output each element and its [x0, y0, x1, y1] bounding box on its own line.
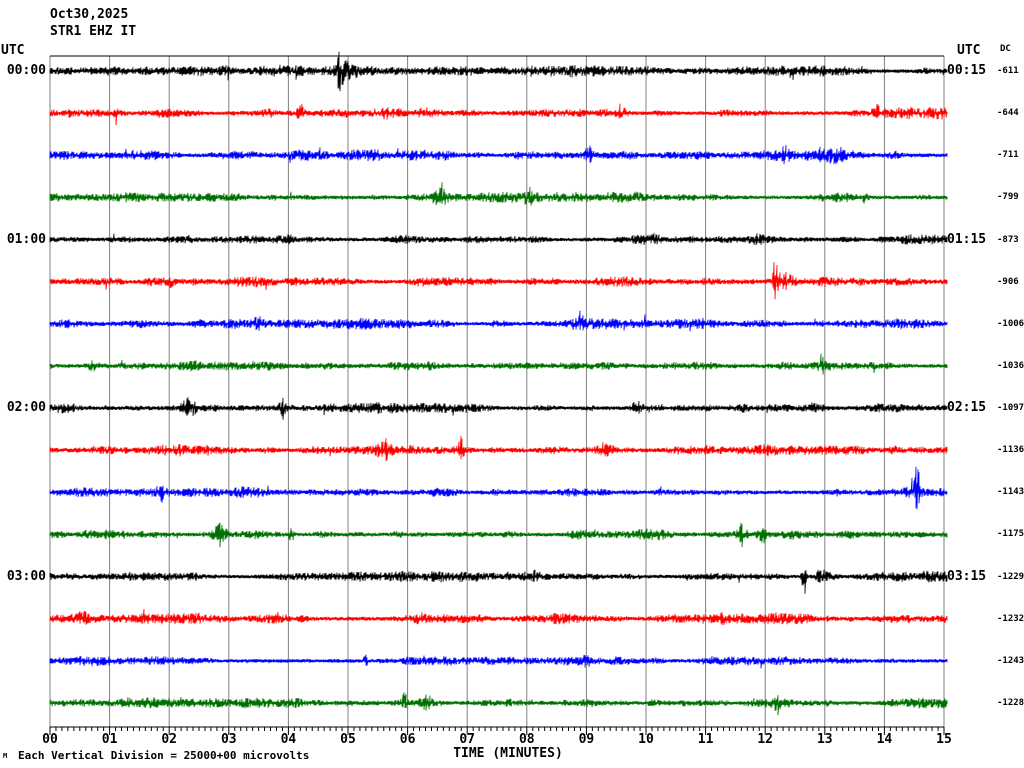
dc-value: -1232 — [997, 613, 1024, 624]
x-tick-label: 09 — [578, 732, 595, 747]
dc-value: -644 — [997, 108, 1019, 119]
hour-label-right: 03:15 — [947, 568, 987, 584]
seismogram-trace — [49, 145, 948, 165]
seismogram-trace — [49, 692, 948, 716]
x-tick-label: 01 — [101, 732, 118, 747]
seismogram-trace — [49, 569, 948, 594]
dc-value: -1229 — [997, 571, 1024, 582]
seismogram-trace — [49, 522, 948, 548]
hour-label-right: 01:15 — [947, 231, 987, 247]
seismogram-trace — [49, 435, 948, 462]
x-tick-label: 13 — [816, 732, 833, 747]
seismogram-trace — [49, 262, 948, 300]
seismogram-trace — [49, 654, 948, 669]
x-tick-label: 10 — [638, 732, 654, 747]
dc-header: DC — [1000, 44, 1011, 54]
scale-note: Each Vertical Division = 25000+00 microv… — [18, 749, 310, 762]
x-tick-label: 12 — [757, 732, 774, 747]
hour-label-left: 02:00 — [6, 400, 46, 416]
dc-value: -1036 — [997, 360, 1024, 371]
seismogram-trace — [49, 182, 948, 206]
dc-value: -1097 — [997, 403, 1024, 414]
seismogram-trace — [49, 310, 948, 332]
hour-label-left: 03:00 — [6, 568, 46, 584]
dc-value: -1136 — [997, 445, 1024, 456]
dc-value: -873 — [997, 234, 1019, 245]
dc-value: -799 — [997, 192, 1019, 203]
x-tick-label: 08 — [518, 732, 535, 747]
utc-left-header: UTC — [1, 43, 25, 58]
dc-value: -1228 — [997, 697, 1024, 708]
corner-mark: M — [3, 752, 8, 760]
x-tick-label: 07 — [459, 732, 476, 747]
time-axis-label: TIME (MINUTES) — [453, 746, 563, 761]
seismogram-trace — [49, 103, 948, 126]
hour-label-right: 00:15 — [947, 63, 987, 78]
dc-value: -1143 — [997, 487, 1024, 498]
dc-value: -611 — [997, 66, 1019, 76]
x-tick-label: 15 — [936, 732, 952, 747]
seismogram-trace — [49, 353, 948, 375]
seismogram-trace — [49, 397, 948, 420]
x-tick-label: 03 — [220, 732, 237, 747]
x-tick-label: 02 — [161, 732, 178, 747]
station-id: STR1 EHZ IT — [50, 24, 137, 39]
plot-date: Oct30,2025 — [50, 7, 129, 22]
hour-label-left: 01:00 — [6, 231, 46, 247]
x-tick-label: 06 — [399, 732, 416, 747]
dc-value: -1175 — [997, 529, 1024, 540]
x-tick-label: 11 — [697, 732, 714, 747]
seismogram-trace — [49, 466, 948, 510]
hour-label-right: 02:15 — [947, 400, 987, 416]
seismogram-trace — [49, 51, 948, 92]
hour-label-left: 00:00 — [6, 63, 46, 78]
seismogram-trace — [49, 608, 948, 626]
utc-right-header: UTC — [957, 43, 981, 58]
dc-value: -1243 — [997, 655, 1024, 666]
x-tick-label: 00 — [42, 732, 58, 747]
dc-value: -906 — [997, 276, 1019, 287]
x-tick-label: 14 — [876, 732, 893, 747]
seismogram-trace — [49, 232, 948, 246]
dc-value: -1006 — [997, 318, 1024, 329]
x-tick-label: 05 — [340, 732, 356, 747]
dc-value: -711 — [997, 150, 1019, 161]
x-tick-label: 04 — [280, 732, 297, 747]
